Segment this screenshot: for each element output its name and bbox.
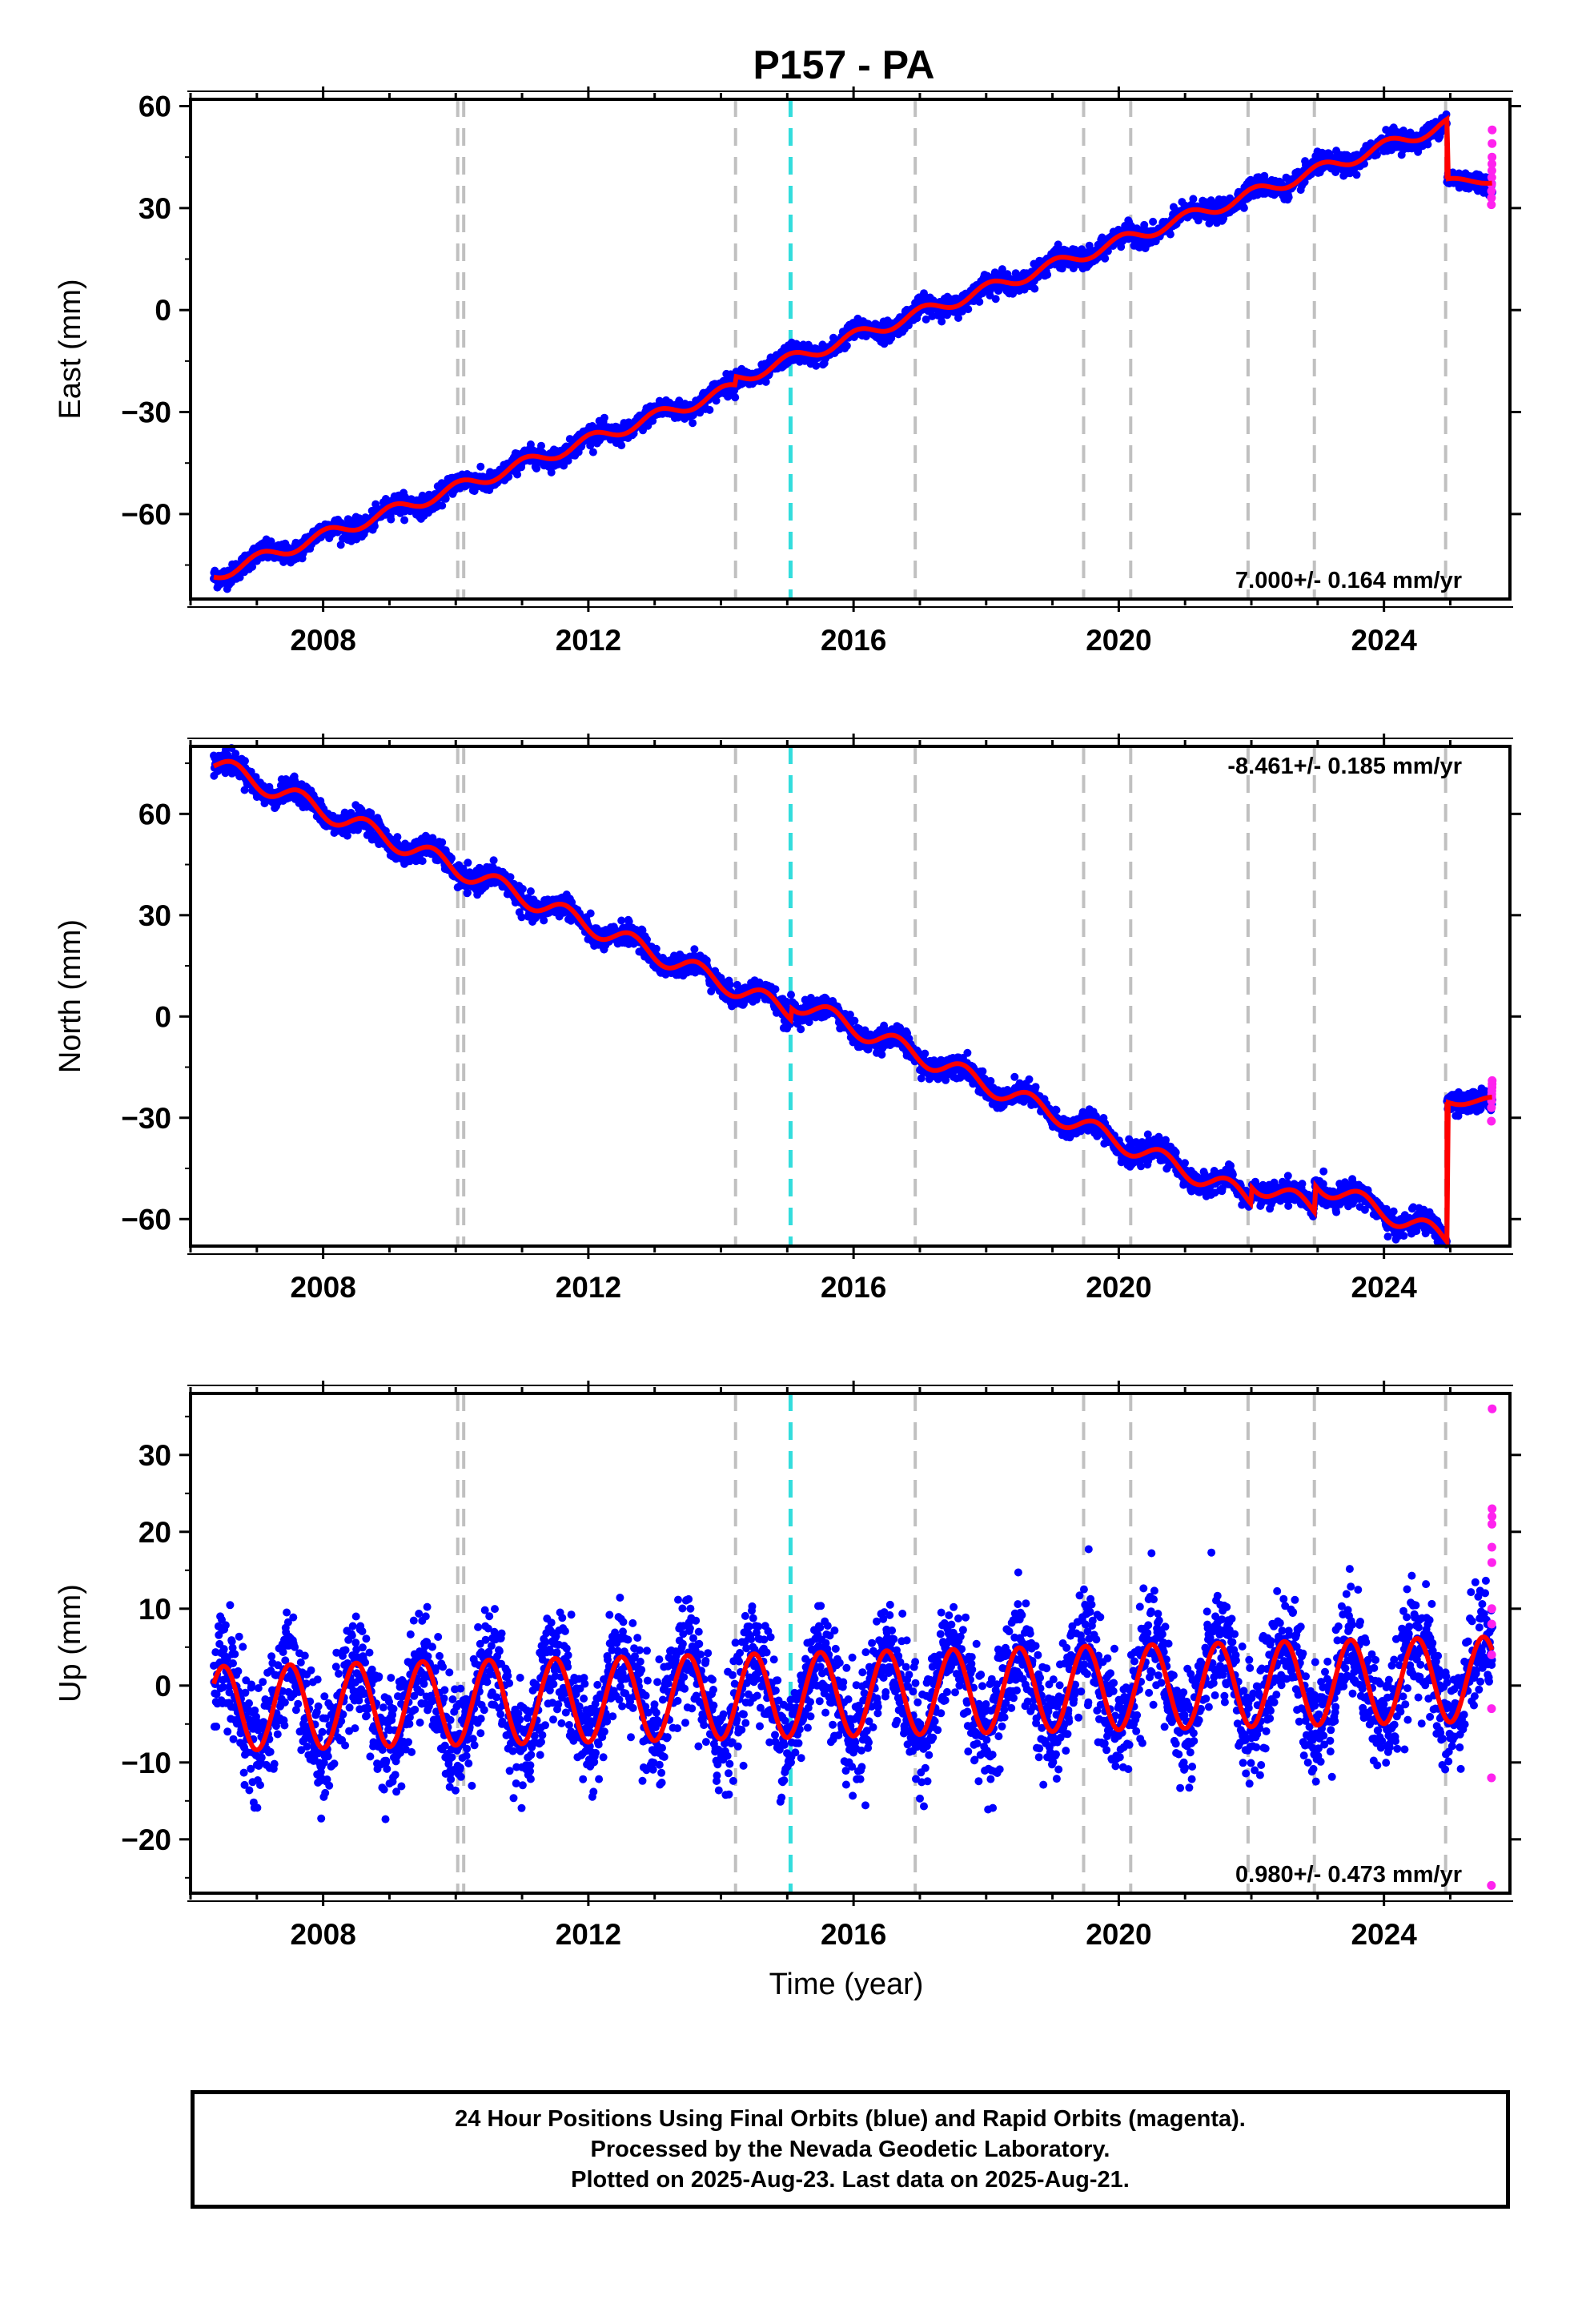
data-point bbox=[1239, 203, 1248, 212]
y-tick-label: 30 bbox=[139, 192, 171, 225]
x-tick-label: 2008 bbox=[290, 624, 355, 657]
data-point bbox=[586, 909, 595, 918]
data-point bbox=[1352, 171, 1361, 179]
rapid-point bbox=[1488, 139, 1497, 148]
rate-label: 7.000+/- 0.164 mm/yr bbox=[1235, 568, 1462, 593]
y-tick-label: −30 bbox=[121, 396, 171, 429]
data-point bbox=[991, 295, 1000, 304]
data-point bbox=[441, 494, 450, 503]
data-point bbox=[248, 562, 257, 571]
x-tick-label: 2012 bbox=[556, 624, 621, 657]
data-point bbox=[690, 945, 699, 954]
data-point bbox=[526, 887, 535, 895]
data-point bbox=[617, 916, 626, 925]
data-points bbox=[210, 110, 1497, 593]
y-axis-label: East (mm) bbox=[54, 279, 87, 419]
data-point bbox=[712, 396, 721, 405]
data-point bbox=[506, 873, 515, 882]
data-point bbox=[438, 501, 447, 510]
panel-east: −60 −30 0 30 60 2008 2012 2016 2020 2024 East (mm… bbox=[54, 86, 1521, 657]
data-point bbox=[689, 419, 697, 428]
data-point bbox=[438, 838, 447, 846]
data-point bbox=[761, 377, 770, 386]
data-point bbox=[588, 448, 597, 456]
data-point bbox=[1189, 195, 1198, 203]
x-tick-label: 2024 bbox=[1351, 624, 1417, 657]
data-point bbox=[565, 435, 574, 444]
data-point bbox=[370, 521, 379, 530]
data-point bbox=[731, 393, 740, 402]
data-point bbox=[513, 470, 522, 479]
data-point bbox=[464, 858, 472, 867]
data-point bbox=[393, 833, 402, 842]
data-point bbox=[564, 456, 572, 465]
data-point bbox=[387, 515, 396, 524]
rapid-point bbox=[1488, 125, 1497, 135]
data-point bbox=[489, 856, 498, 865]
data-points bbox=[210, 744, 1497, 1248]
y-tick-label: 60 bbox=[139, 90, 171, 123]
data-point bbox=[371, 500, 380, 509]
data-point bbox=[504, 472, 513, 481]
event-lines bbox=[456, 746, 1447, 1246]
data-point bbox=[532, 464, 541, 472]
rapid-point bbox=[1488, 152, 1497, 162]
data-point bbox=[1166, 230, 1174, 239]
data-point bbox=[617, 441, 626, 450]
data-point bbox=[336, 541, 345, 549]
y-tick-label: −60 bbox=[121, 498, 171, 531]
data-point bbox=[1372, 151, 1381, 159]
data-point bbox=[842, 341, 851, 350]
data-point bbox=[964, 305, 973, 314]
data-point bbox=[547, 468, 556, 476]
x-tick-label: 2016 bbox=[821, 624, 886, 657]
data-point bbox=[400, 516, 409, 525]
data-point bbox=[705, 405, 714, 414]
data-point bbox=[537, 441, 545, 450]
x-tick-label: 2020 bbox=[1086, 624, 1151, 657]
data-point bbox=[1043, 271, 1052, 279]
data-point bbox=[648, 416, 657, 425]
y-tick-label: 0 bbox=[155, 294, 171, 327]
data-point bbox=[476, 462, 485, 471]
data-point bbox=[1030, 284, 1039, 293]
data-point bbox=[600, 413, 608, 422]
data-point bbox=[1284, 193, 1293, 202]
data-point bbox=[343, 831, 351, 840]
data-point bbox=[1101, 254, 1110, 263]
data-point bbox=[241, 757, 249, 766]
data-point bbox=[975, 297, 984, 306]
data-point bbox=[418, 857, 427, 866]
data-point bbox=[518, 885, 527, 893]
rapid-points bbox=[1487, 125, 1497, 210]
data-point bbox=[1149, 217, 1158, 226]
chart-title: P157 - PA bbox=[753, 42, 935, 87]
data-point bbox=[812, 361, 821, 370]
event-lines bbox=[456, 99, 1447, 599]
data-point bbox=[652, 944, 661, 953]
